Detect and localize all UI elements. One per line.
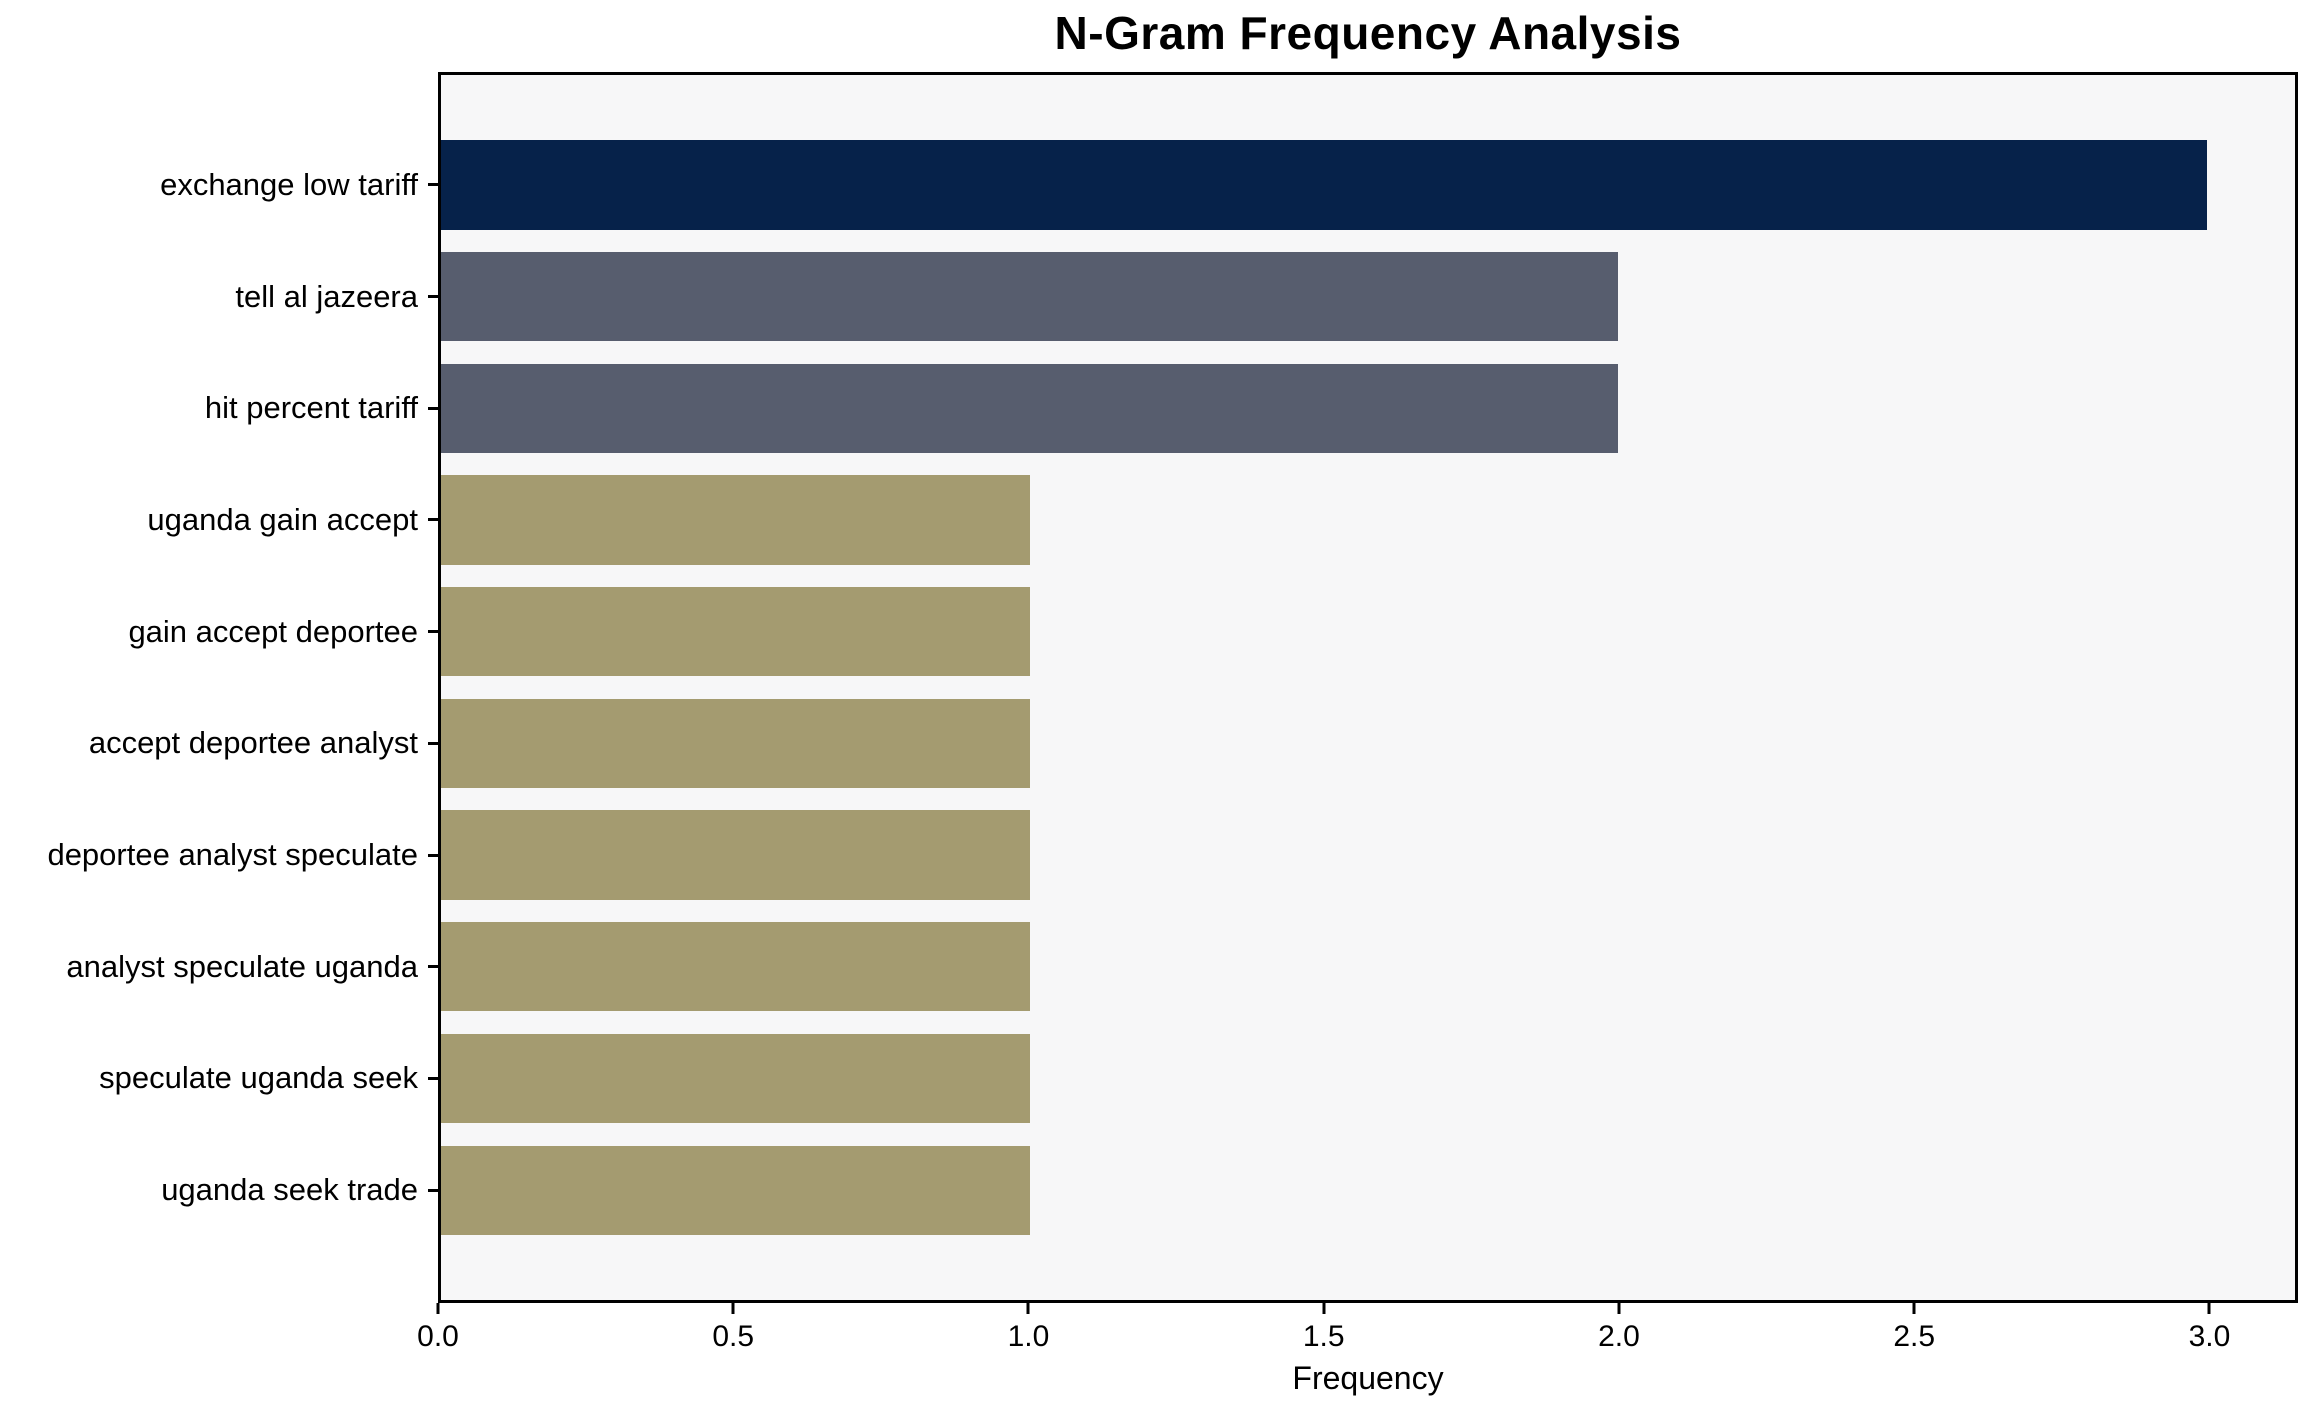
x-tick-mark [1617, 1303, 1621, 1314]
y-tick-label: analyst speculate uganda [66, 948, 418, 984]
x-tick-mark [436, 1303, 440, 1314]
y-tick-mark [428, 853, 438, 857]
x-tick-label: 0.0 [417, 1320, 459, 1353]
y-tick-row: tell al jazeera [0, 241, 438, 353]
y-tick-label: exchange low tariff [160, 166, 418, 202]
y-tick-label: hit percent tariff [204, 390, 418, 426]
x-tick-label: 2.0 [1598, 1320, 1640, 1353]
y-tick-row: speculate uganda seek [0, 1023, 438, 1135]
bar [441, 586, 1030, 677]
bar-row [441, 688, 2295, 800]
bar-row [441, 1023, 2295, 1135]
x-tick-mark [2207, 1303, 2211, 1314]
bar-row [441, 911, 2295, 1023]
y-axis-tick-area: exchange low tariff tell al jazeera hit pe… [0, 72, 438, 1303]
y-tick-mark [428, 518, 438, 522]
y-tick-row: accept deportee analyst [0, 688, 438, 800]
bar-row [441, 576, 2295, 688]
y-tick-label: deportee analyst speculate [47, 837, 418, 873]
y-tick-mark [428, 295, 438, 299]
x-tick-mark [1026, 1303, 1030, 1314]
bar [441, 1145, 1030, 1235]
bar-row [441, 464, 2295, 576]
x-tick-label: 1.5 [1302, 1320, 1345, 1353]
y-tick-mark [428, 741, 438, 745]
y-tick-row: gain accept deportee [0, 576, 438, 688]
bar [441, 810, 1030, 900]
y-tick-mark [428, 1076, 438, 1080]
bars-container [441, 129, 2295, 1246]
y-tick-mark [428, 965, 438, 969]
y-tick-row: exchange low tariff [0, 129, 438, 241]
bar [441, 1033, 1030, 1124]
x-axis-tick-area: 0.0 0.5 1.0 1.5 2.0 2.5 3.0 [417, 1303, 2298, 1373]
bar-row [441, 352, 2295, 464]
y-tick-row: uganda seek trade [0, 1134, 438, 1246]
y-tick-row: hit percent tariff [0, 352, 438, 464]
x-tick-label: 0.5 [712, 1320, 755, 1353]
bar [441, 698, 1030, 789]
y-tick-mark [428, 630, 438, 634]
bar-row [441, 1134, 2295, 1246]
bar-row [441, 241, 2295, 353]
bar [441, 140, 2207, 230]
bar-row [441, 129, 2295, 241]
x-tick-label: 2.5 [1893, 1320, 1936, 1353]
bar [441, 475, 1030, 565]
y-tick-label: gain accept deportee [128, 613, 418, 649]
y-tick-mark [428, 406, 438, 410]
y-tick-row: analyst speculate uganda [0, 911, 438, 1023]
x-tick-label: 1.0 [1007, 1320, 1050, 1353]
y-tick-label: uganda seek trade [161, 1172, 418, 1208]
bar [441, 251, 1619, 342]
y-tick-label: accept deportee analyst [88, 725, 418, 761]
y-tick-row: deportee analyst speculate [0, 799, 438, 911]
x-tick-mark [1912, 1303, 1916, 1314]
bar-row [441, 799, 2295, 911]
bar [441, 363, 1619, 453]
y-tick-mark [428, 183, 438, 187]
x-tick-label: 3.0 [2188, 1320, 2231, 1353]
x-tick-mark [731, 1303, 735, 1314]
plot-area [438, 72, 2298, 1303]
y-tick-label: uganda gain accept [147, 501, 418, 537]
x-tick-mark [1322, 1303, 1326, 1314]
y-tick-row: uganda gain accept [0, 464, 438, 576]
y-tick-label: speculate uganda seek [99, 1060, 418, 1096]
bar [441, 922, 1030, 1012]
chart-title: N-Gram Frequency Analysis [1054, 7, 1682, 59]
y-tick-label: tell al jazeera [235, 278, 418, 314]
y-tick-mark [428, 1188, 438, 1192]
x-axis-label: Frequency [1292, 1360, 1444, 1396]
